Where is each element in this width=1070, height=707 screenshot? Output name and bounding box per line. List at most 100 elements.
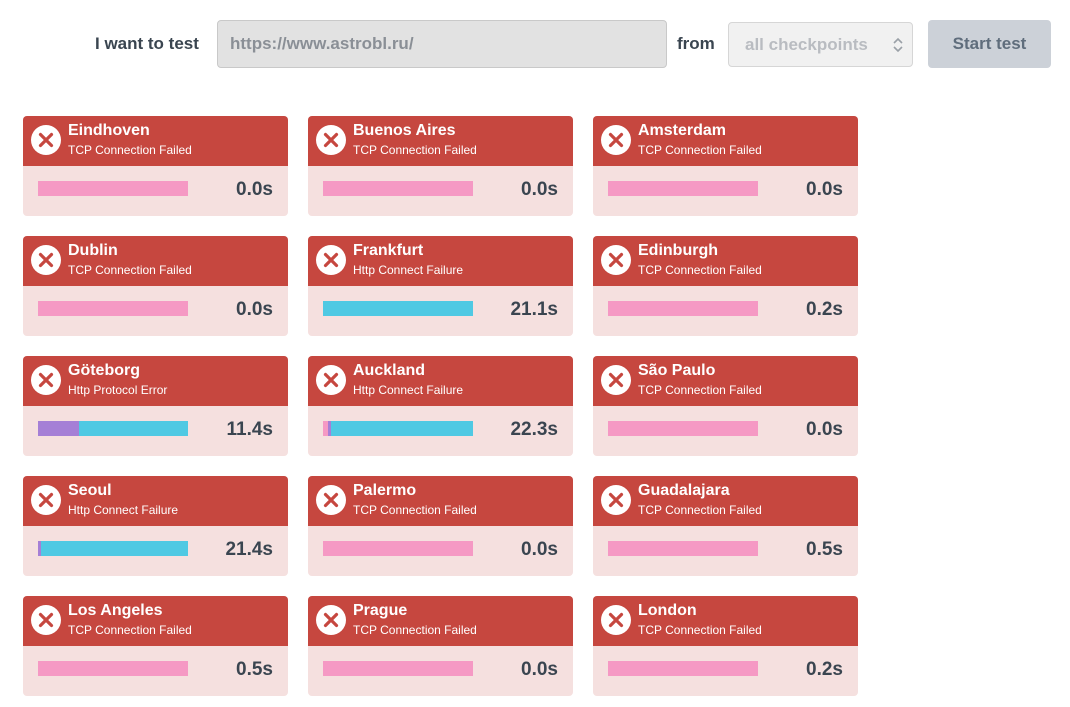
timing-segment-connect: [323, 661, 473, 676]
results-grid: Eindhoven TCP Connection Failed 0.0s Bue…: [23, 116, 858, 696]
test-label: I want to test: [95, 34, 199, 53]
result-card[interactable]: Buenos Aires TCP Connection Failed 0.0s: [308, 116, 573, 216]
result-time: 0.2s: [806, 299, 843, 320]
result-card-header: Edinburgh TCP Connection Failed: [593, 236, 858, 286]
timing-segment-connect: [608, 301, 758, 316]
result-status: TCP Connection Failed: [638, 143, 762, 157]
result-card[interactable]: Dublin TCP Connection Failed 0.0s: [23, 236, 288, 336]
timing-segment-dns: [38, 421, 79, 436]
timing-segment-connect: [608, 421, 758, 436]
result-card[interactable]: Seoul Http Connect Failure 21.4s: [23, 476, 288, 576]
result-time: 0.5s: [236, 659, 273, 680]
checkpoint-city: Frankfurt: [353, 242, 424, 259]
close-circle-icon: [601, 245, 631, 275]
checkpoint-select[interactable]: all checkpoints: [728, 22, 913, 67]
timing-bar: [608, 181, 758, 196]
result-status: Http Protocol Error: [68, 383, 168, 397]
result-card-header: Amsterdam TCP Connection Failed: [593, 116, 858, 166]
result-card[interactable]: Prague TCP Connection Failed 0.0s: [308, 596, 573, 696]
timing-bar: [38, 661, 188, 676]
result-card-body: 21.4s: [23, 526, 288, 576]
timing-segment-wait: [41, 541, 188, 556]
timing-bar: [608, 541, 758, 556]
result-card[interactable]: Edinburgh TCP Connection Failed 0.2s: [593, 236, 858, 336]
timing-bar: [38, 181, 188, 196]
timing-bar: [608, 301, 758, 316]
checkpoint-city: Edinburgh: [638, 242, 718, 259]
result-time: 0.0s: [236, 299, 273, 320]
result-status: TCP Connection Failed: [353, 503, 477, 517]
result-card-header: São Paulo TCP Connection Failed: [593, 356, 858, 406]
close-circle-icon: [601, 125, 631, 155]
result-card-header: Palermo TCP Connection Failed: [308, 476, 573, 526]
chevron-updown-icon: [893, 37, 903, 53]
timing-segment-wait: [323, 301, 473, 316]
result-card-body: 22.3s: [308, 406, 573, 456]
result-status: TCP Connection Failed: [68, 263, 192, 277]
checkpoint-city: Palermo: [353, 482, 417, 499]
checkpoint-city: Dublin: [68, 242, 118, 259]
close-circle-icon: [601, 605, 631, 635]
result-card[interactable]: São Paulo TCP Connection Failed 0.0s: [593, 356, 858, 456]
timing-segment-connect: [38, 181, 188, 196]
timing-bar: [608, 421, 758, 436]
result-status: TCP Connection Failed: [353, 143, 477, 157]
result-status: Http Connect Failure: [68, 503, 179, 517]
timing-bar: [323, 301, 473, 316]
result-time: 0.2s: [806, 659, 843, 680]
timing-bar: [38, 421, 188, 436]
start-test-button[interactable]: Start test: [928, 20, 1051, 68]
result-card-body: 0.5s: [23, 646, 288, 696]
result-card[interactable]: Auckland Http Connect Failure 22.3s: [308, 356, 573, 456]
url-input[interactable]: [217, 20, 667, 68]
result-time: 22.3s: [510, 419, 558, 440]
checkpoint-city: Los Angeles: [68, 602, 163, 619]
result-card-body: 0.0s: [308, 526, 573, 576]
close-circle-icon: [316, 125, 346, 155]
timing-bar: [323, 541, 473, 556]
result-card[interactable]: Palermo TCP Connection Failed 0.0s: [308, 476, 573, 576]
result-card[interactable]: Amsterdam TCP Connection Failed 0.0s: [593, 116, 858, 216]
result-card-header: Seoul Http Connect Failure: [23, 476, 288, 526]
result-card-body: 0.2s: [593, 646, 858, 696]
result-status: TCP Connection Failed: [638, 503, 762, 517]
timing-segment-dns: [38, 541, 41, 556]
result-card-header: Prague TCP Connection Failed: [308, 596, 573, 646]
checkpoint-city: Seoul: [68, 482, 112, 499]
timing-segment-wait: [78, 421, 188, 436]
close-circle-icon: [31, 485, 61, 515]
result-time: 21.1s: [510, 299, 558, 320]
result-time: 0.0s: [521, 659, 558, 680]
result-card-header: Dublin TCP Connection Failed: [23, 236, 288, 286]
result-card-header: Frankfurt Http Connect Failure: [308, 236, 573, 286]
checkpoint-city: London: [638, 602, 697, 619]
result-time: 0.0s: [236, 179, 273, 200]
timing-segment-wait: [330, 421, 473, 436]
result-card[interactable]: Eindhoven TCP Connection Failed 0.0s: [23, 116, 288, 216]
result-card-body: 0.5s: [593, 526, 858, 576]
result-card-header: London TCP Connection Failed: [593, 596, 858, 646]
result-status: Http Connect Failure: [353, 383, 464, 397]
checkpoint-city: Auckland: [353, 362, 426, 379]
close-circle-icon: [31, 245, 61, 275]
result-card-body: 0.0s: [308, 646, 573, 696]
checkpoint-city: Buenos Aires: [353, 122, 456, 139]
checkpoint-city: Eindhoven: [68, 122, 150, 139]
close-circle-icon: [601, 485, 631, 515]
result-card[interactable]: Los Angeles TCP Connection Failed 0.5s: [23, 596, 288, 696]
close-circle-icon: [31, 125, 61, 155]
timing-segment-connect: [608, 541, 758, 556]
result-card-body: 0.0s: [23, 166, 288, 216]
result-card[interactable]: Guadalajara TCP Connection Failed 0.5s: [593, 476, 858, 576]
result-card-body: 0.0s: [593, 406, 858, 456]
test-toolbar: I want to test from all checkpoints Star…: [0, 20, 1070, 68]
result-card[interactable]: Frankfurt Http Connect Failure 21.1s: [308, 236, 573, 336]
timing-bar: [38, 301, 188, 316]
result-card[interactable]: London TCP Connection Failed 0.2s: [593, 596, 858, 696]
timing-segment-connect: [323, 421, 328, 436]
close-circle-icon: [316, 485, 346, 515]
result-time: 0.5s: [806, 539, 843, 560]
timing-bar: [608, 661, 758, 676]
result-card[interactable]: Göteborg Http Protocol Error 11.4s: [23, 356, 288, 456]
result-status: TCP Connection Failed: [638, 263, 762, 277]
